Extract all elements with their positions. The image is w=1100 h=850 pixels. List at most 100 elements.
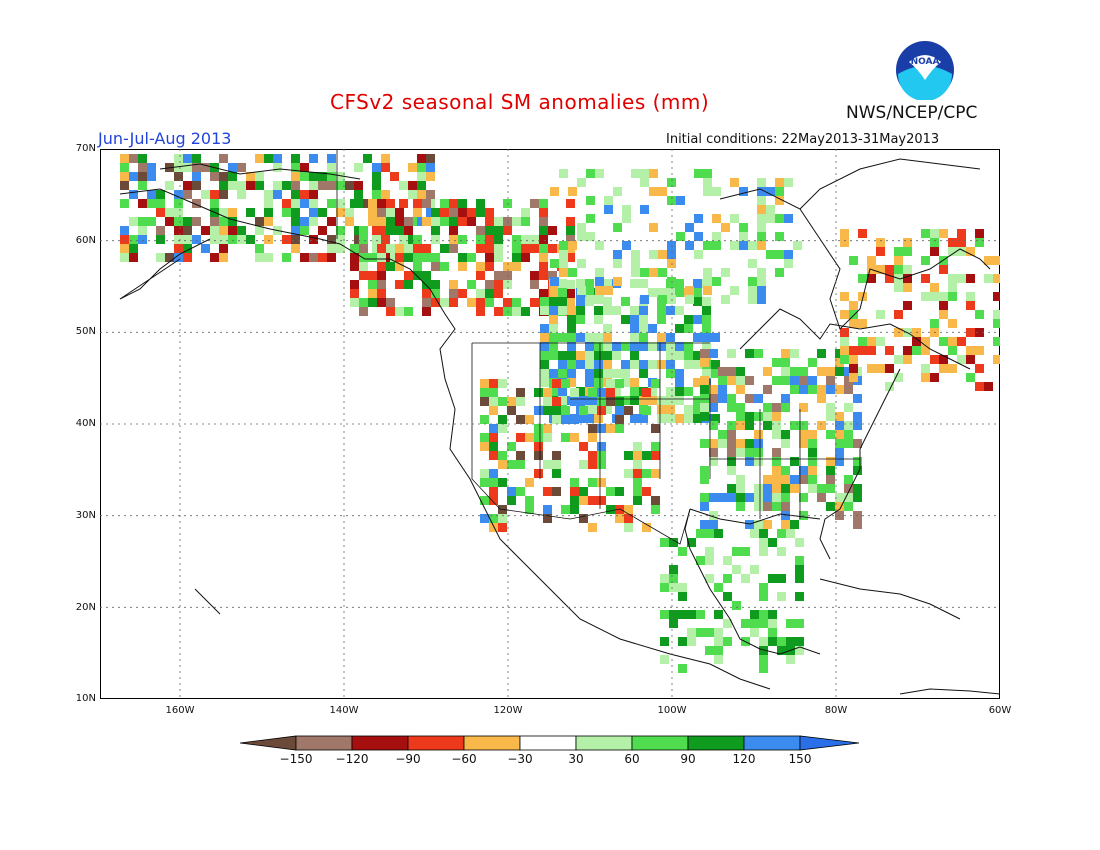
anomaly-cell [678, 547, 687, 556]
lat-label: 20N [75, 601, 96, 613]
anomaly-cell [894, 283, 903, 292]
anomaly-cell [156, 226, 165, 235]
anomaly-cell [696, 529, 705, 538]
anomaly-cell [540, 333, 549, 342]
anomaly-cell [318, 208, 327, 217]
anomaly-cell [948, 337, 957, 346]
anomaly-cell [368, 271, 377, 280]
anomaly-cell [386, 208, 395, 217]
anomaly-cell [702, 324, 711, 333]
anomaly-cell [585, 351, 594, 360]
anomaly-cell [336, 199, 345, 208]
anomaly-cell [727, 448, 736, 457]
anomaly-cell [585, 396, 594, 405]
anomaly-cell [577, 232, 586, 241]
anomaly-cell [649, 223, 658, 232]
anomaly-cell [467, 253, 476, 262]
anomaly-cell [693, 333, 702, 342]
anomaly-cell [336, 235, 345, 244]
anomaly-cell [649, 169, 658, 178]
anomaly-cell [757, 187, 766, 196]
anomaly-cell [291, 172, 300, 181]
anomaly-cell [120, 253, 129, 262]
political-borders [336, 149, 860, 545]
anomaly-cell [485, 226, 494, 235]
anomaly-cell [540, 324, 549, 333]
anomaly-cell [613, 277, 622, 286]
anomaly-cell [255, 172, 264, 181]
anomaly-cell [577, 223, 586, 232]
anomaly-cell [727, 457, 736, 466]
anomaly-cell [381, 190, 390, 199]
anomaly-cell [543, 397, 552, 406]
anomaly-cell [192, 172, 201, 181]
anomaly-cell [552, 460, 561, 469]
anomaly-cell [552, 406, 561, 415]
anomaly-cell [597, 460, 606, 469]
anomaly-cell [552, 397, 561, 406]
anomaly-cell [631, 169, 640, 178]
anomaly-cell [549, 342, 558, 351]
anomaly-cell [422, 253, 431, 262]
anomaly-cell [685, 241, 694, 250]
anomaly-cell [386, 226, 395, 235]
anomaly-cell [703, 169, 712, 178]
anomaly-cell [237, 226, 246, 235]
anomaly-cell [377, 208, 386, 217]
anomaly-cell [503, 226, 512, 235]
anomaly-cell [577, 259, 586, 268]
anomaly-cell [534, 433, 543, 442]
anomaly-cell [957, 337, 966, 346]
anomaly-cell [777, 574, 786, 583]
anomaly-cell [648, 288, 657, 297]
anomaly-cell [709, 421, 718, 430]
anomaly-cell [675, 306, 684, 315]
colorbar-swatch [519, 735, 577, 751]
anomaly-cell [642, 451, 651, 460]
anomaly-cell [246, 172, 255, 181]
anomaly-cell [639, 333, 648, 342]
anomaly-cell [516, 451, 525, 460]
anomaly-cell [844, 376, 853, 385]
anomaly-cell [790, 475, 799, 484]
anomaly-cell [422, 271, 431, 280]
anomaly-cell [984, 382, 993, 391]
anomaly-cell [219, 154, 228, 163]
anomaly-cell [684, 405, 693, 414]
anomaly-cell [165, 217, 174, 226]
anomaly-cell [561, 505, 570, 514]
anomaly-cell [183, 181, 192, 190]
map-title: CFSv2 seasonal SM anomalies (mm) [330, 90, 710, 114]
anomaly-cell [700, 502, 709, 511]
anomaly-cell [633, 442, 642, 451]
anomaly-cell [667, 178, 676, 187]
anomaly-cell [255, 181, 264, 190]
anomaly-cell [192, 235, 201, 244]
anomaly-cell [147, 199, 156, 208]
anomaly-cell [730, 214, 739, 223]
anomaly-cell [948, 319, 957, 328]
anomaly-cell [386, 244, 395, 253]
anomaly-cell [621, 297, 630, 306]
anomaly-cell [138, 199, 147, 208]
anomaly-cell [808, 358, 817, 367]
anomaly-cell [494, 226, 503, 235]
anomaly-cell [512, 262, 521, 271]
anomaly-cell [615, 406, 624, 415]
anomaly-cell [300, 226, 309, 235]
anomaly-cell [702, 369, 711, 378]
anomaly-cell [503, 199, 512, 208]
anomaly-cell [386, 262, 395, 271]
anomaly-cell [426, 172, 435, 181]
anomaly-cell [440, 217, 449, 226]
anomaly-cell [566, 235, 575, 244]
anomaly-cell [503, 262, 512, 271]
lat-label: 30N [75, 509, 96, 521]
anomaly-cell [702, 333, 711, 342]
anomaly-cell [736, 484, 745, 493]
anomaly-cell [723, 592, 732, 601]
anomaly-cell [449, 298, 458, 307]
anomaly-cell [350, 262, 359, 271]
anomaly-cell [449, 244, 458, 253]
anomaly-cell [597, 442, 606, 451]
